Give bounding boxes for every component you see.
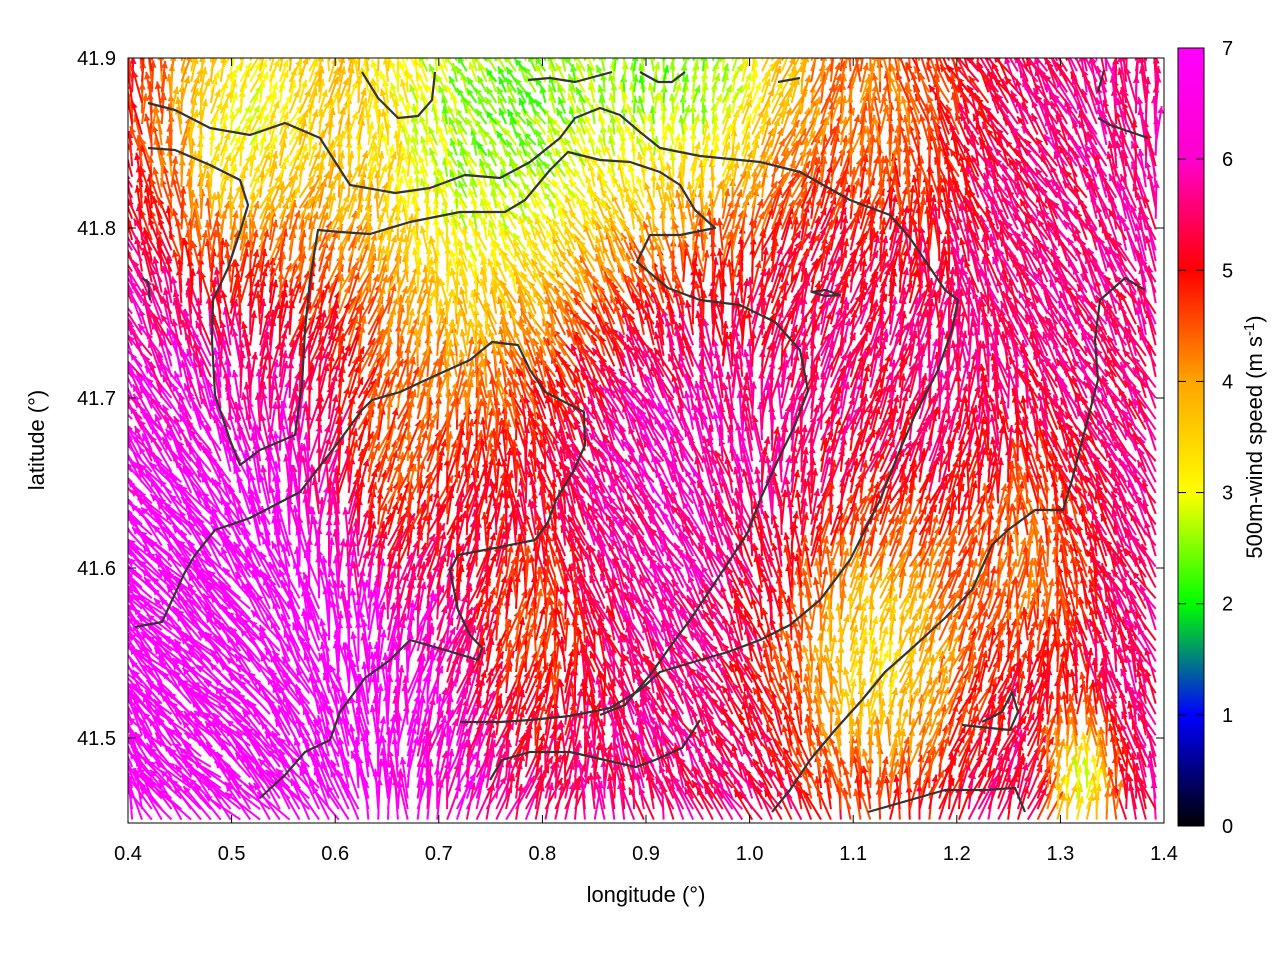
wind-vector bbox=[763, 788, 783, 821]
wind-vector bbox=[564, 775, 581, 810]
wind-vector bbox=[257, 757, 291, 789]
wind-vector bbox=[298, 767, 321, 810]
wind-vector bbox=[607, 773, 616, 810]
wind-vector bbox=[128, 754, 134, 768]
wind-vector bbox=[714, 780, 744, 810]
wind-vector bbox=[1115, 779, 1124, 810]
wind-vector bbox=[277, 737, 310, 768]
wind-vector bbox=[574, 740, 583, 778]
wind-vector bbox=[783, 758, 803, 789]
wind-vector bbox=[1126, 774, 1137, 810]
wind-vector bbox=[128, 513, 134, 525]
wind-vector bbox=[128, 479, 143, 494]
wind-vector bbox=[128, 508, 133, 515]
wind-vector bbox=[399, 756, 409, 799]
wind-vector bbox=[128, 762, 143, 789]
wind-vector bbox=[1136, 324, 1157, 357]
wind-vector bbox=[693, 767, 714, 800]
wind-vector bbox=[557, 679, 567, 715]
wind-vector bbox=[712, 786, 734, 821]
wind-vector bbox=[861, 748, 872, 778]
wind-vector bbox=[889, 759, 900, 789]
wind-vector bbox=[446, 748, 455, 789]
wind-vector bbox=[1095, 783, 1102, 810]
wind-vector bbox=[241, 321, 252, 357]
wind-vector bbox=[380, 735, 389, 778]
wind-vector bbox=[839, 614, 850, 641]
wind-vector bbox=[822, 765, 832, 799]
wind-vector bbox=[139, 786, 173, 821]
wind-vector bbox=[128, 550, 133, 557]
wind-vector bbox=[436, 750, 449, 789]
wind-vector bbox=[128, 646, 133, 652]
wind-vector bbox=[741, 746, 763, 778]
wind-vector bbox=[628, 786, 645, 821]
wind-vector bbox=[128, 603, 133, 610]
wind-vector bbox=[1090, 754, 1098, 778]
wind-vector bbox=[1046, 758, 1056, 789]
wind-vector bbox=[234, 751, 261, 789]
wind-vector bbox=[623, 740, 636, 778]
wind-vector bbox=[721, 768, 744, 800]
wind-vector bbox=[1137, 405, 1157, 441]
wind-vector bbox=[879, 756, 889, 789]
wind-vector bbox=[515, 775, 536, 810]
wind-vector bbox=[1075, 765, 1083, 789]
wind-vector bbox=[587, 772, 596, 810]
wind-vector bbox=[1066, 784, 1078, 810]
wind-vector bbox=[148, 746, 183, 779]
wind-vector bbox=[861, 765, 872, 799]
wind-vector bbox=[528, 554, 537, 588]
wind-vectors bbox=[128, 58, 1164, 821]
wind-vector bbox=[997, 774, 1012, 810]
wind-vector bbox=[1016, 753, 1026, 789]
wind-vector bbox=[957, 756, 970, 789]
wind-vector bbox=[224, 791, 261, 821]
wind-vector bbox=[593, 742, 602, 778]
wind-vector bbox=[128, 762, 134, 778]
wind-vector bbox=[220, 290, 232, 325]
wind-vector bbox=[908, 777, 920, 810]
wind-vector bbox=[128, 782, 134, 799]
wind-vector bbox=[782, 747, 803, 778]
wind-vector bbox=[642, 766, 665, 800]
wind-vector bbox=[1107, 767, 1118, 799]
wind-vector bbox=[1090, 772, 1098, 799]
wind-vector bbox=[544, 754, 562, 789]
wind-vector bbox=[350, 750, 370, 789]
wind-vector bbox=[524, 764, 544, 799]
wind-vector bbox=[987, 753, 1004, 789]
wind-vector bbox=[515, 783, 524, 820]
wind-vector bbox=[576, 759, 586, 799]
wind-vector bbox=[595, 771, 606, 810]
wind-vector bbox=[534, 755, 554, 789]
wind-vector bbox=[275, 767, 310, 800]
wind-vector bbox=[1016, 762, 1029, 799]
wind-vector bbox=[683, 786, 704, 821]
wind-vector bbox=[733, 789, 754, 821]
wind-vector bbox=[128, 770, 134, 789]
wind-vector bbox=[843, 688, 852, 715]
wind-vector bbox=[842, 666, 852, 694]
wind-vector bbox=[839, 757, 852, 789]
wind-vector bbox=[264, 730, 291, 768]
wind-vector bbox=[1056, 793, 1066, 820]
wind-vector bbox=[544, 777, 564, 810]
wind-vector bbox=[398, 770, 409, 810]
wind-vector bbox=[495, 751, 507, 789]
wind-vector bbox=[883, 775, 891, 810]
